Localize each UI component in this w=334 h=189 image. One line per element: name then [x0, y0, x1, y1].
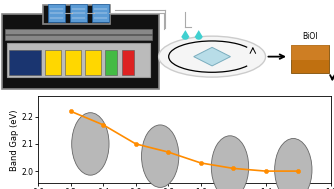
FancyBboxPatch shape — [70, 4, 87, 22]
FancyBboxPatch shape — [43, 5, 110, 24]
FancyBboxPatch shape — [105, 50, 117, 75]
Circle shape — [211, 136, 249, 189]
Polygon shape — [194, 30, 203, 37]
FancyBboxPatch shape — [7, 43, 150, 77]
FancyBboxPatch shape — [9, 50, 41, 75]
FancyBboxPatch shape — [48, 4, 65, 22]
Circle shape — [72, 113, 109, 175]
Circle shape — [182, 35, 189, 40]
Text: BiOI: BiOI — [302, 32, 317, 41]
FancyBboxPatch shape — [92, 4, 109, 22]
Y-axis label: Band Gap (eV): Band Gap (eV) — [10, 109, 19, 171]
FancyBboxPatch shape — [85, 50, 101, 75]
Polygon shape — [194, 47, 230, 66]
Circle shape — [142, 125, 179, 187]
Polygon shape — [181, 30, 190, 37]
FancyBboxPatch shape — [65, 50, 81, 75]
FancyBboxPatch shape — [291, 45, 329, 74]
FancyBboxPatch shape — [45, 50, 61, 75]
FancyBboxPatch shape — [2, 15, 159, 89]
FancyBboxPatch shape — [5, 35, 152, 40]
FancyBboxPatch shape — [122, 50, 134, 75]
Ellipse shape — [159, 36, 266, 77]
FancyBboxPatch shape — [5, 29, 152, 34]
Circle shape — [195, 35, 202, 40]
Circle shape — [275, 139, 312, 189]
FancyBboxPatch shape — [291, 45, 329, 60]
